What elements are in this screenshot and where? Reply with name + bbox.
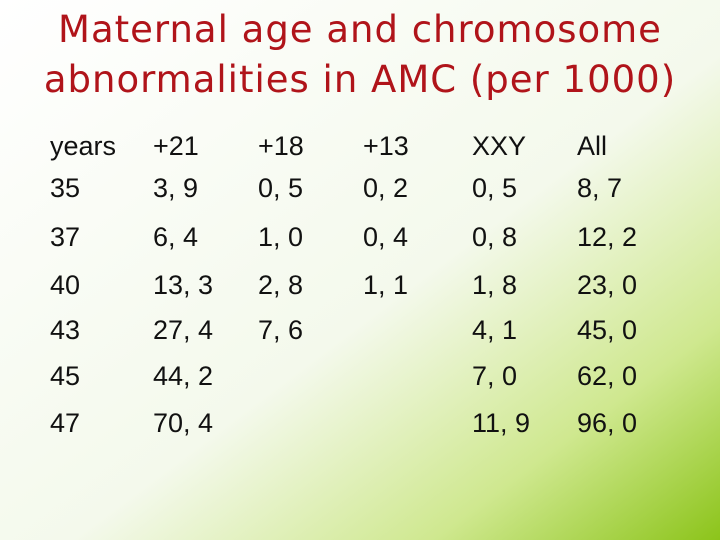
table-cell: 1, 1 <box>363 270 408 300</box>
table-cell: 45, 0 <box>577 315 637 345</box>
table-cell: 45 <box>50 361 80 391</box>
table-cell: 0, 5 <box>472 173 517 203</box>
table-cell: 0, 4 <box>363 222 408 252</box>
table-cell: 1, 0 <box>258 222 303 252</box>
table-cell: 47 <box>50 408 80 438</box>
table-cell: 70, 4 <box>153 408 213 438</box>
table-cell: 1, 8 <box>472 270 517 300</box>
table-cell: 11, 9 <box>472 408 530 438</box>
table-cell: 7, 6 <box>258 315 303 345</box>
table-cell: 62, 0 <box>577 361 637 391</box>
table-cell: 44, 2 <box>153 361 213 391</box>
title-line: Maternal age and chromosome <box>58 8 662 51</box>
table-cell: 8, 7 <box>577 173 622 203</box>
column-header: years <box>50 131 116 161</box>
table-cell: 40 <box>50 270 80 300</box>
table-cell: 2, 8 <box>258 270 303 300</box>
table-cell: 0, 8 <box>472 222 517 252</box>
column-header: +13 <box>363 131 409 161</box>
table-cell: 27, 4 <box>153 315 213 345</box>
table-cell: 13, 3 <box>153 270 213 300</box>
table-cell: 4, 1 <box>472 315 517 345</box>
table-cell: 96, 0 <box>577 408 637 438</box>
table-cell: 0, 2 <box>363 173 408 203</box>
table-cell: 23, 0 <box>577 270 637 300</box>
column-header: All <box>577 131 607 161</box>
table-cell: 37 <box>50 222 80 252</box>
table-cell: 7, 0 <box>472 361 517 391</box>
table-cell: 6, 4 <box>153 222 198 252</box>
table-cell: 35 <box>50 173 80 203</box>
column-header: XXY <box>472 131 526 161</box>
column-header: +21 <box>153 131 199 161</box>
table-cell: 3, 9 <box>153 173 198 203</box>
table-cell: 43 <box>50 315 80 345</box>
table-cell: 12, 2 <box>577 222 637 252</box>
column-header: +18 <box>258 131 304 161</box>
title-line: abnormalities in AMC (per 1000) <box>44 58 676 101</box>
table-cell: 0, 5 <box>258 173 303 203</box>
table: years +21 +18 +13 XXY All 35 3, 9 0, 5 0, 2 0, 5 8,… <box>50 131 637 438</box>
